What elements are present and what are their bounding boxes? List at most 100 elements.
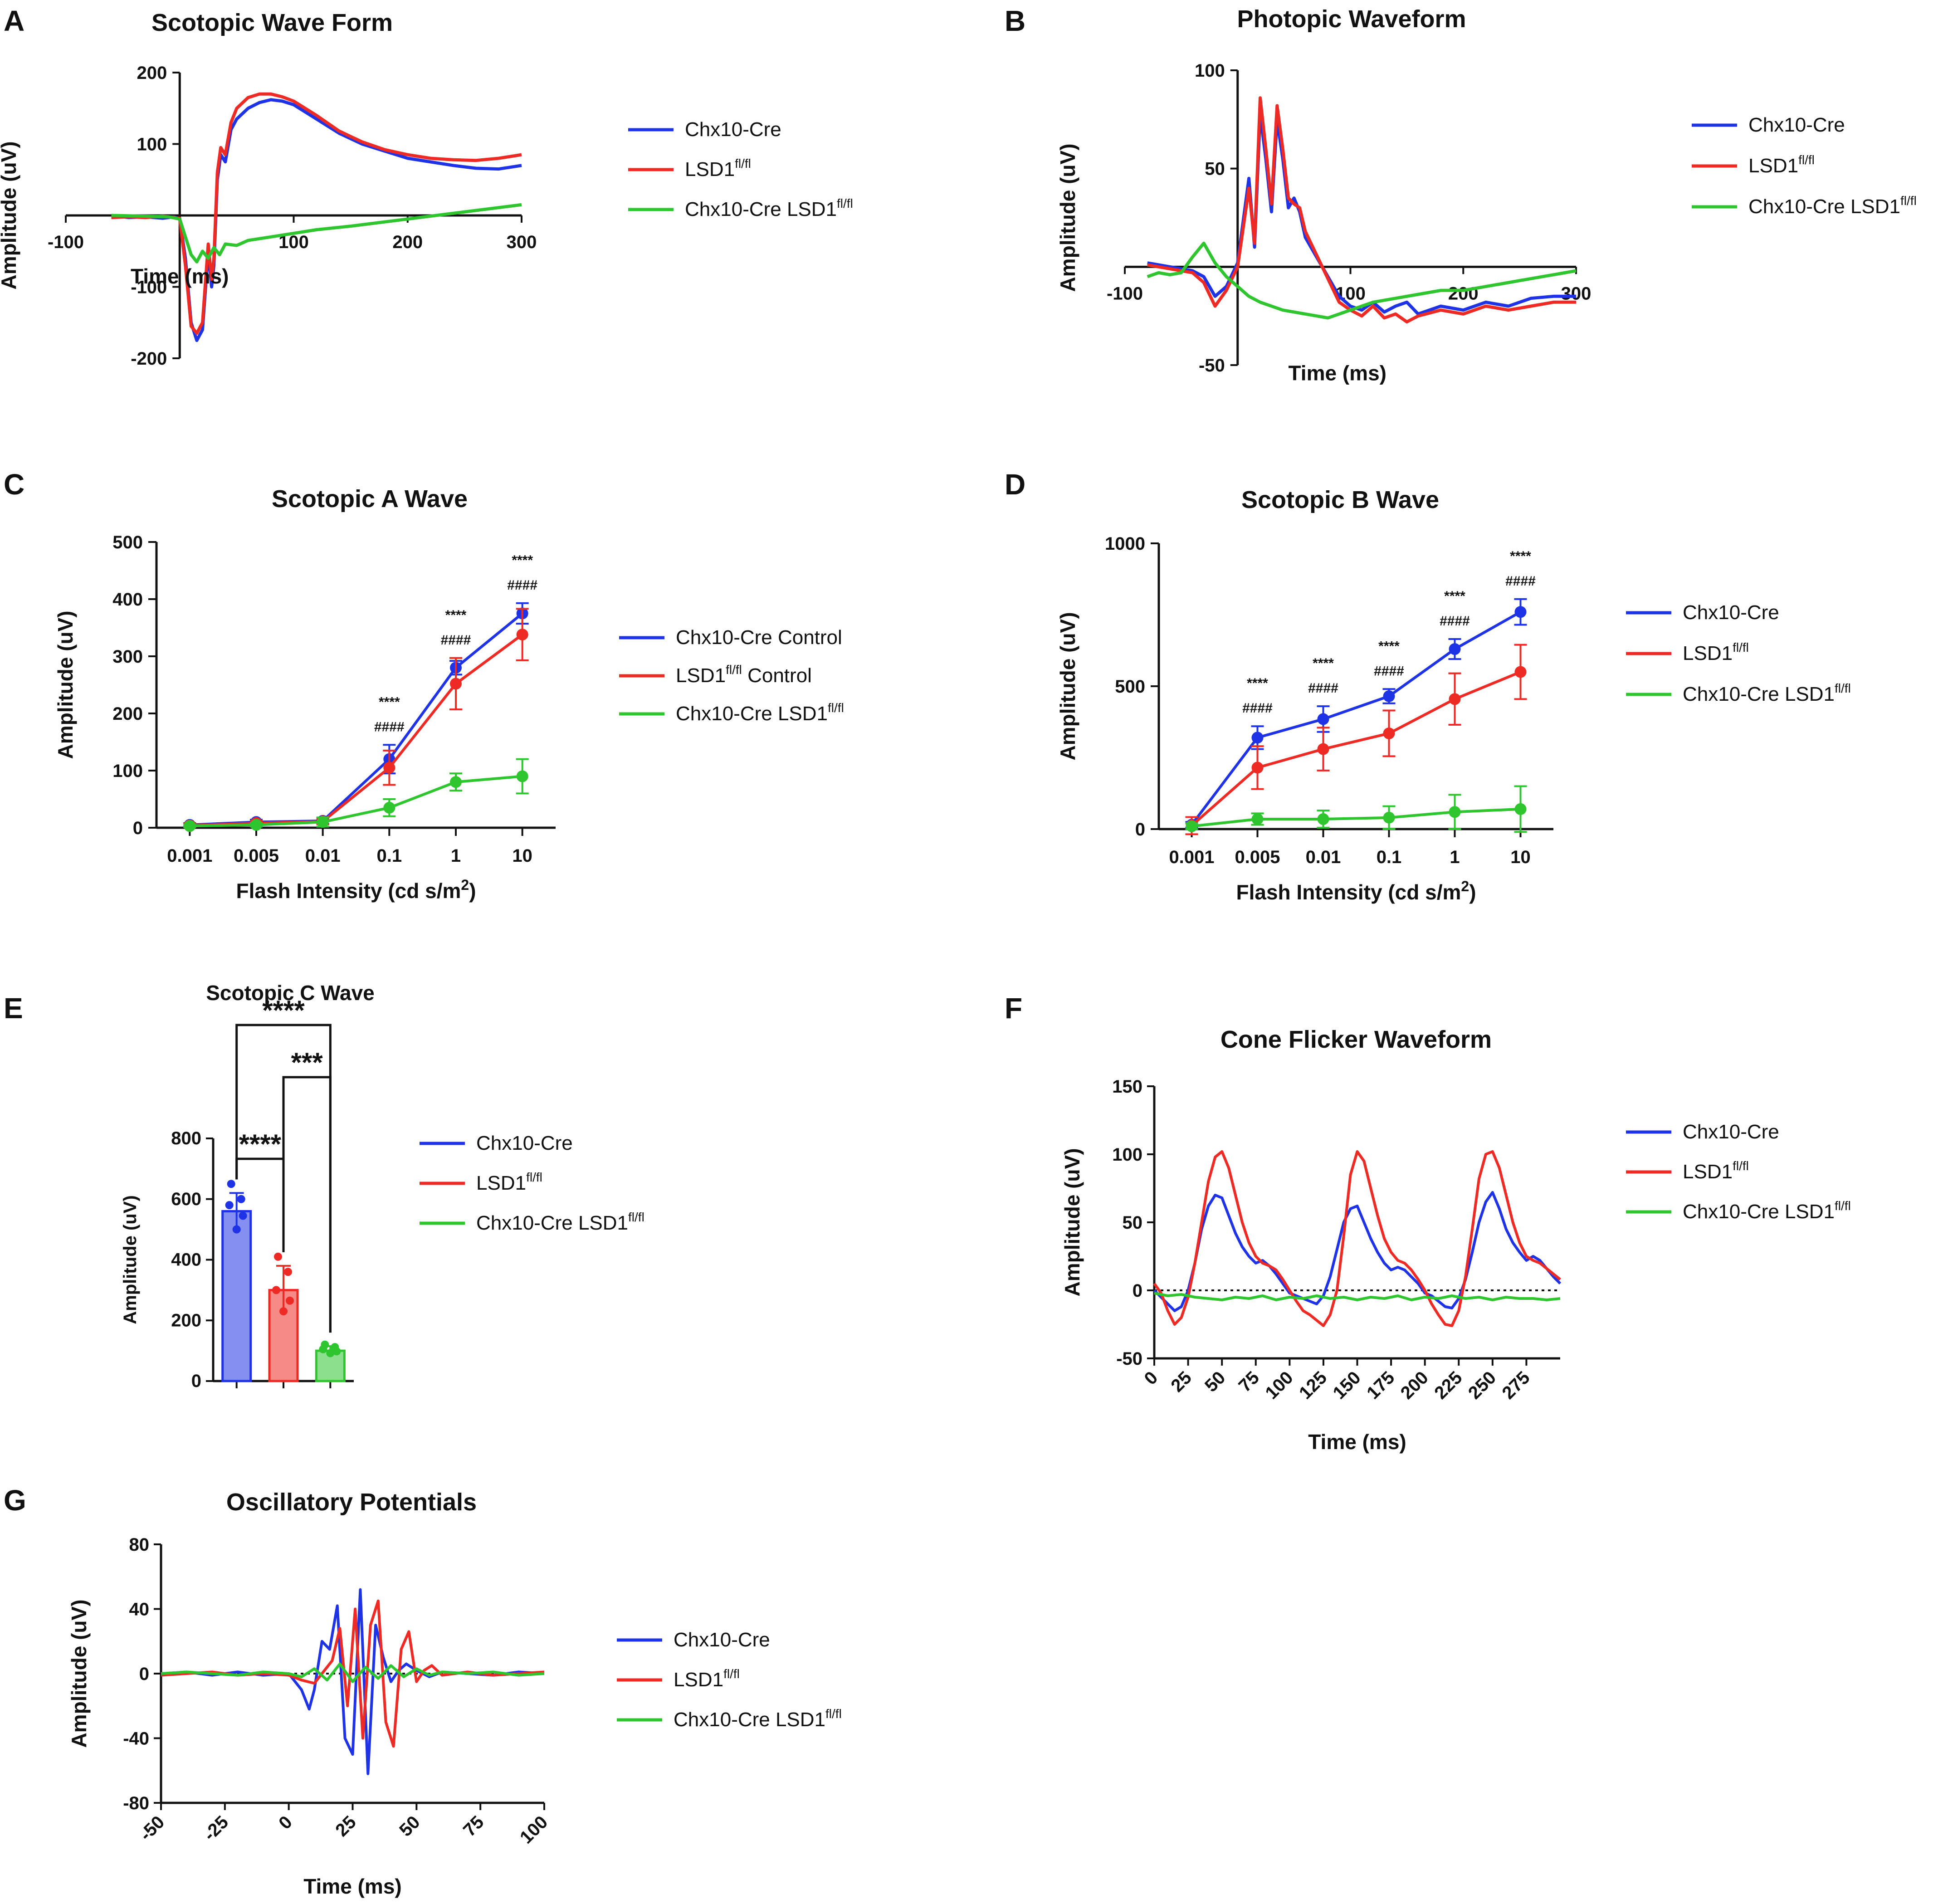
x-tick-label: 10 (1510, 847, 1531, 867)
series-line-2 (1153, 1150, 1561, 1327)
series-line-1 (1153, 1191, 1562, 1312)
y-tick-label: -40 (123, 1729, 149, 1749)
legend-superscript: fl/fl (723, 1667, 740, 1681)
significance-hash: #### (374, 719, 405, 734)
comparison-label: **** (239, 1129, 282, 1159)
x-tick-label: 100 (1261, 1367, 1297, 1403)
legend-label: LSD1fl/fl (476, 1170, 542, 1194)
data-point (1514, 606, 1527, 618)
y-tick-label: 100 (1195, 61, 1225, 81)
legend-superscript: fl/fl (1835, 681, 1851, 695)
series-line-2 (190, 633, 523, 827)
y-tick-label: 500 (112, 532, 143, 552)
replicate-point (332, 1347, 341, 1356)
significance-star: **** (1378, 639, 1400, 654)
data-point (1383, 690, 1395, 703)
x-tick-label: 175 (1363, 1367, 1398, 1403)
y-tick-label: 0 (139, 1664, 149, 1684)
x-axis-label: Time (ms) (131, 264, 229, 288)
y-tick-label: 300 (112, 647, 143, 667)
y-axis-label: Amplitude (uV) (0, 141, 20, 289)
y-tick-label: 200 (137, 63, 167, 83)
y-axis-label: Amplitude (uV) (1056, 612, 1079, 760)
y-axis-label: Amplitude (uV) (1060, 1148, 1084, 1296)
y-tick-label: 100 (1112, 1145, 1142, 1165)
data-point (1514, 666, 1527, 678)
legend-superscript: fl/fl (837, 196, 853, 210)
y-tick-label: -50 (1199, 356, 1225, 376)
x-tick-label: -100 (1107, 283, 1143, 303)
significance-hash: #### (507, 578, 537, 593)
x-tick-label: 75 (1235, 1367, 1264, 1396)
data-point (1317, 813, 1329, 825)
y-axis-label: Amplitude (uV) (120, 1195, 140, 1324)
legend-name: LSD1 (685, 158, 735, 181)
y-tick-label: 800 (171, 1128, 201, 1148)
legend-superscript: fl/fl (628, 1210, 644, 1224)
x-axis-label: Flash Intensity (cd s/m2) (1236, 878, 1476, 904)
legend-name: Chx10-Cre (476, 1132, 573, 1154)
significance-star: **** (379, 694, 400, 709)
x-tick-label: 250 (1465, 1367, 1500, 1403)
series-line-2 (161, 1599, 545, 1748)
legend-name: Chx10-Cre (1748, 114, 1845, 136)
data-point (1383, 727, 1395, 739)
data-point (450, 678, 462, 690)
series-line-3 (1147, 241, 1577, 320)
y-tick-label: 50 (1205, 159, 1225, 179)
x-tick-label: 0.005 (1235, 847, 1280, 867)
chart-title: Scotopic A Wave (272, 485, 468, 513)
legend-label: LSD1fl/fl (685, 156, 751, 181)
x-tick-label: 0.01 (305, 846, 341, 866)
chart-title: Photopic Waveform (1237, 5, 1466, 33)
panel-label-a: A (4, 5, 24, 37)
legend-name: LSD1 (1748, 155, 1798, 177)
y-tick-label: 200 (112, 704, 143, 724)
x-axis-label-sup: 2 (461, 877, 469, 893)
x-tick-label: 0.1 (377, 846, 402, 866)
x-tick-label: 275 (1498, 1367, 1533, 1403)
chart-title: Scotopic Wave Form (151, 9, 393, 36)
chart-title: Scotopic C Wave (206, 981, 374, 1005)
y-tick-label: 400 (171, 1250, 201, 1270)
x-tick-label: 100 (1335, 283, 1366, 303)
legend-superscript: fl/fl (526, 1170, 542, 1184)
legend-name: Chx10-Cre LSD1 (674, 1709, 825, 1731)
y-tick-label: -50 (1116, 1349, 1142, 1369)
legend-label: Chx10-Cre (685, 118, 781, 141)
data-point (1251, 762, 1264, 774)
y-tick-label: 600 (171, 1189, 201, 1209)
data-point (1449, 806, 1461, 818)
replicate-point (232, 1225, 241, 1234)
legend-name: LSD1 (676, 664, 726, 687)
y-axis-label: Amplitude (uV) (67, 1599, 91, 1748)
y-tick-label: 80 (129, 1535, 150, 1555)
x-axis-label: Flash Intensity (cd s/m2) (236, 877, 476, 903)
legend-name: LSD1 (674, 1669, 723, 1691)
panel-label-c: C (4, 468, 24, 501)
significance-star: **** (1444, 589, 1465, 604)
data-point (1383, 811, 1395, 824)
replicate-point (237, 1195, 245, 1203)
chart-panel-c: 0 100 200 300 400 500 0.001 0.005 0.01 0.1 1 10 ****… (54, 485, 844, 903)
y-tick-label: 0 (191, 1371, 201, 1391)
legend-name: Chx10-Cre (1683, 601, 1779, 624)
x-axis-label: Time (ms) (1289, 361, 1386, 385)
legend-name: Chx10-Cre LSD1 (476, 1212, 628, 1234)
series-line-2 (111, 92, 522, 335)
significance-hash: #### (1374, 664, 1404, 679)
x-tick-label: 200 (1397, 1367, 1432, 1403)
replicate-point (326, 1349, 335, 1357)
data-point (1514, 803, 1527, 815)
legend-name: Chx10-Cre (685, 118, 781, 141)
data-point (184, 820, 196, 832)
x-tick-label: 200 (392, 232, 423, 252)
data-point (1449, 643, 1461, 655)
data-point (383, 762, 395, 774)
significance-hash: #### (1440, 614, 1470, 629)
significance-star: **** (1247, 676, 1268, 691)
x-tick-label: 0.005 (234, 846, 279, 866)
y-tick-label: 200 (171, 1310, 201, 1330)
legend-superscript: fl/fl (828, 701, 844, 715)
